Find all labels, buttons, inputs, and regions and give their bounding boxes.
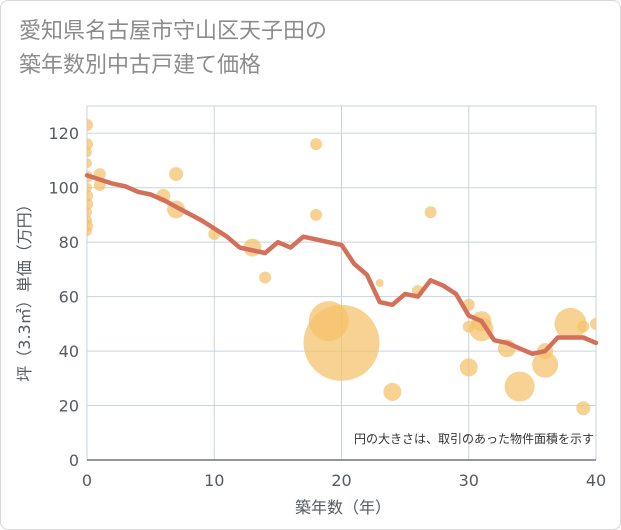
scatter-point <box>532 351 559 378</box>
scatter-point <box>87 147 92 158</box>
x-tick-label: 40 <box>586 471 606 490</box>
scatter-point <box>554 307 587 340</box>
grid-lines <box>86 105 597 461</box>
scatter-point <box>383 382 402 401</box>
scatter-point <box>303 304 380 381</box>
scatter-point <box>87 198 93 211</box>
scatter-point <box>87 158 92 169</box>
y-tick-label: 20 <box>59 397 79 416</box>
y-axis-label: 坪（3.3㎡）単価（万円） <box>15 196 34 381</box>
y-tick-label: 0 <box>69 451 79 470</box>
scatter-point <box>469 317 494 342</box>
y-tick-label: 120 <box>48 124 79 143</box>
x-axis-label: 築年数（年） <box>295 498 391 517</box>
x-tick-label: 20 <box>331 471 351 490</box>
bubbles <box>87 119 596 416</box>
scatter-point <box>590 317 596 330</box>
tick-labels: 0 20 40 60 80 100 120 0 10 20 30 40 <box>48 124 606 490</box>
y-tick-label: 60 <box>59 288 79 307</box>
bubble-size-note: 円の大きさは、取引のあった物件面積を示す <box>354 431 594 446</box>
y-tick-label: 40 <box>59 342 79 361</box>
trend-line <box>84 173 599 357</box>
scatter-point <box>259 271 272 284</box>
scatter-point <box>310 208 323 221</box>
scatter-point <box>424 206 437 219</box>
scatter-point <box>577 320 590 333</box>
scatter-point <box>504 371 535 402</box>
scatter-point <box>375 279 384 287</box>
scatter-point <box>87 207 92 218</box>
x-tick-label: 10 <box>204 471 224 490</box>
scatter-point <box>87 138 93 151</box>
scatter-point <box>87 119 93 132</box>
x-tick-label: 0 <box>82 471 92 490</box>
x-tick-label: 30 <box>459 471 479 490</box>
y-tick-label: 100 <box>48 179 79 198</box>
trend-line-layer <box>84 173 599 357</box>
scatter-point <box>459 358 478 377</box>
chart-title: 愛知県名古屋市守山区天子田の 築年数別中古戸建て価格 <box>19 19 328 78</box>
scatter-point <box>576 401 591 416</box>
scatter-point <box>310 138 323 151</box>
scatter-point <box>87 226 92 237</box>
y-tick-label: 80 <box>59 233 79 252</box>
scatter-point <box>169 167 184 182</box>
